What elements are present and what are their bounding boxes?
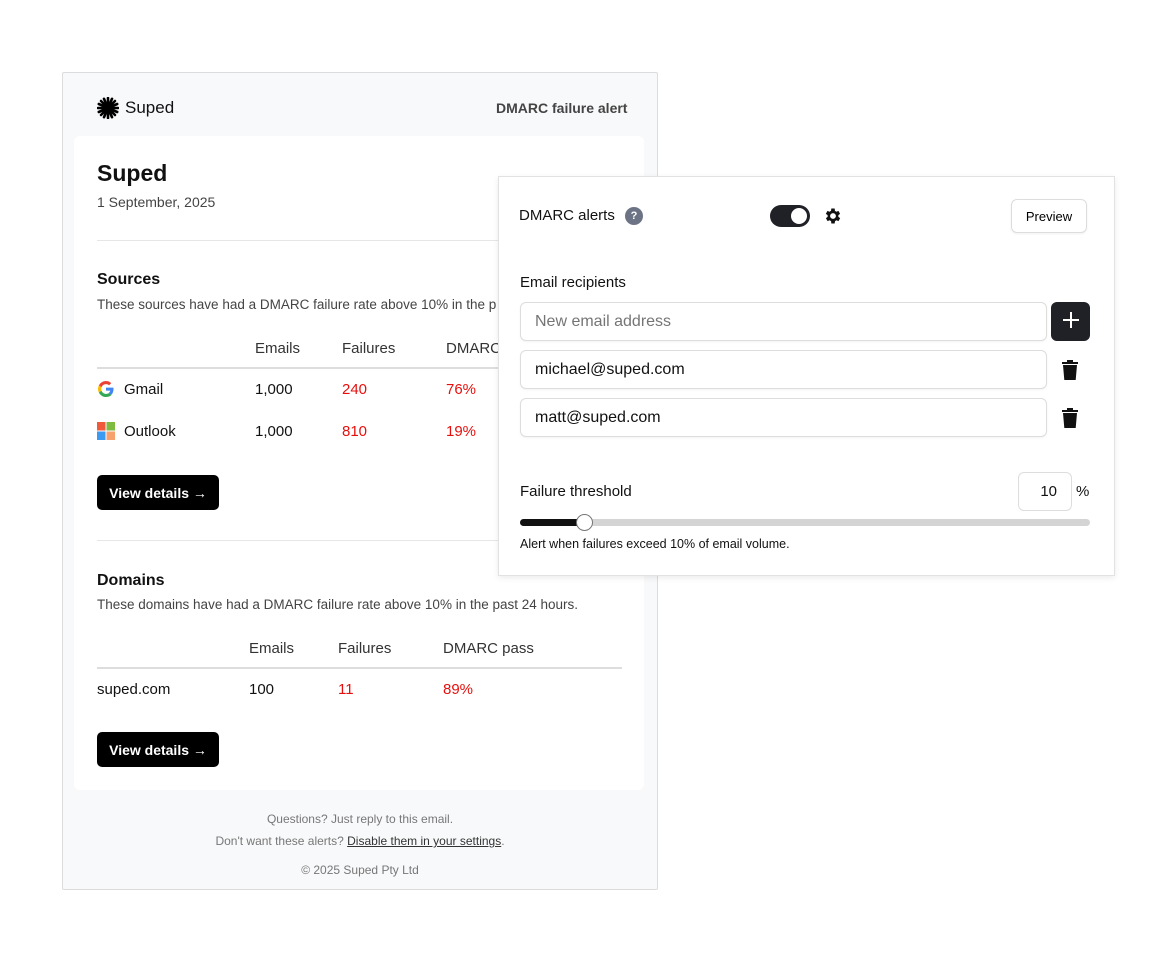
col-dmarc-pass: DMARC pass [443, 640, 534, 657]
col-failures: Failures [338, 640, 392, 657]
gear-icon[interactable] [823, 206, 843, 226]
threshold-slider[interactable] [520, 514, 1090, 531]
email-heading: Suped [97, 160, 168, 186]
threshold-note: Alert when failures exceed 10% of email … [520, 537, 790, 551]
source-emails: 1,000 [255, 381, 293, 398]
source-name: Gmail [124, 381, 164, 398]
alert-title: DMARC failure alert [496, 100, 628, 116]
microsoft-icon [97, 422, 115, 440]
col-dmarc: DMARC [446, 340, 501, 357]
source-emails: 1,000 [255, 423, 293, 440]
help-icon[interactable]: ? [625, 207, 643, 225]
footer-copyright: © 2025 Suped Pty Ltd [301, 863, 419, 877]
plus-icon [1062, 312, 1079, 328]
sources-description: These sources have had a DMARC failure r… [97, 297, 497, 312]
domain-emails: 100 [249, 681, 275, 698]
divider [97, 540, 622, 541]
source-failures: 810 [342, 423, 368, 440]
recipient-email[interactable]: michael@suped.com [520, 350, 1047, 389]
col-emails: Emails [249, 640, 295, 657]
disable-prefix: Don't want these alerts? [215, 834, 348, 848]
threshold-label: Failure threshold [520, 483, 632, 500]
col-emails: Emails [255, 340, 301, 357]
email-date: 1 September, 2025 [97, 194, 216, 210]
slider-fill [520, 519, 584, 526]
domain-name: suped.com [97, 681, 171, 698]
disable-settings-link[interactable]: Disable them in your settings [347, 834, 502, 848]
trash-icon[interactable] [1061, 408, 1079, 428]
divider [97, 240, 622, 241]
source-pass: 76% [446, 381, 477, 398]
alerts-toggle[interactable] [770, 205, 810, 227]
brand-name: Suped [125, 98, 175, 117]
trash-icon[interactable] [1061, 360, 1079, 380]
threshold-unit: % [1076, 483, 1090, 500]
suped-logo-icon [97, 97, 119, 119]
recipients-label: Email recipients [520, 274, 626, 291]
domains-description: These domains have had a DMARC failure r… [97, 597, 579, 612]
sources-title: Sources [97, 271, 161, 288]
threshold-input[interactable]: 10 [1018, 472, 1072, 511]
view-sources-details-button[interactable]: View details → [97, 475, 219, 510]
disable-suffix: . [501, 834, 505, 848]
domain-pass: 89% [443, 681, 474, 698]
source-name: Outlook [124, 423, 176, 440]
google-icon [98, 381, 114, 397]
footer-disable: Don't want these alerts? Disable them in… [62, 834, 658, 848]
footer-questions: Questions? Just reply to this email. [266, 812, 454, 826]
preview-button[interactable]: Preview [1011, 199, 1087, 233]
view-domains-details-button[interactable]: View details → [97, 732, 219, 767]
domains-title: Domains [97, 572, 165, 589]
recipient-email[interactable]: matt@suped.com [520, 398, 1047, 437]
panel-title: DMARC alerts [519, 207, 615, 224]
col-failures: Failures [342, 340, 396, 357]
domain-failures: 11 [338, 681, 354, 698]
table-header-line [97, 667, 622, 669]
slider-thumb[interactable] [576, 514, 593, 531]
source-failures: 240 [342, 381, 368, 398]
toggle-knob [791, 208, 807, 224]
add-recipient-button[interactable] [1051, 302, 1090, 341]
source-pass: 19% [446, 423, 477, 440]
table-header-line [97, 367, 507, 369]
new-email-input[interactable] [520, 302, 1047, 341]
brand-logo: Suped [97, 97, 174, 119]
